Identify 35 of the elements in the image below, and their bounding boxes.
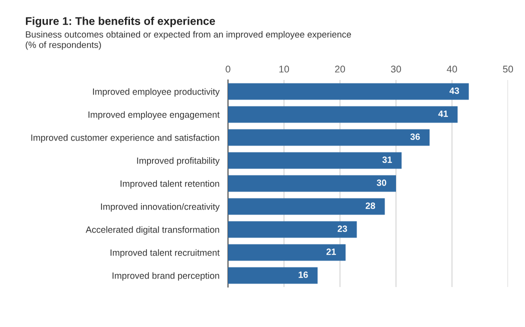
- y-tick-label: Improved profitability: [137, 157, 220, 166]
- x-tick-label: 20: [335, 66, 346, 73]
- bar: [228, 175, 396, 192]
- y-tick-label: Improved talent recruitment: [110, 249, 220, 258]
- bar: [228, 152, 402, 169]
- y-tick-label: Improved innovation/creativity: [101, 203, 220, 212]
- data-label: 43: [449, 88, 460, 94]
- data-label: 21: [326, 248, 336, 255]
- bar: [228, 244, 346, 261]
- bar: [228, 267, 318, 284]
- y-tick-label: Improved talent retention: [120, 180, 220, 189]
- x-tick-label: 0: [226, 66, 230, 73]
- bar: [228, 129, 430, 146]
- bar: [228, 106, 458, 123]
- x-tick-label: 50: [502, 66, 514, 73]
- text: Figure 1: The benefits of experience: [26, 16, 215, 28]
- data-label: 28: [366, 202, 376, 209]
- data-label: 16: [298, 272, 308, 278]
- x-tick-label: 10: [279, 66, 290, 73]
- bar: [228, 83, 469, 100]
- data-label: 31: [382, 156, 392, 163]
- x-tick-label: 40: [446, 66, 458, 73]
- y-tick-label: Improved brand perception: [112, 272, 220, 281]
- y-tick-label: Improved employee engagement: [88, 111, 220, 120]
- y-tick-label: Improved employee productivity: [93, 88, 220, 97]
- bar: [228, 221, 357, 238]
- data-label: 36: [410, 134, 420, 140]
- y-tick-label: Accelerated digital transformation: [86, 226, 220, 235]
- y-tick-label: Improved customer experience and satisfaction: [31, 134, 220, 143]
- data-label: 30: [376, 180, 386, 186]
- data-label: 41: [438, 110, 448, 117]
- x-tick-label: 30: [390, 66, 402, 73]
- data-label: 23: [338, 226, 348, 232]
- chart-subtitle: Business outcomes obtained or expected from an improved employee experience (% of respondents): [26, 31, 351, 50]
- bar: [228, 198, 385, 215]
